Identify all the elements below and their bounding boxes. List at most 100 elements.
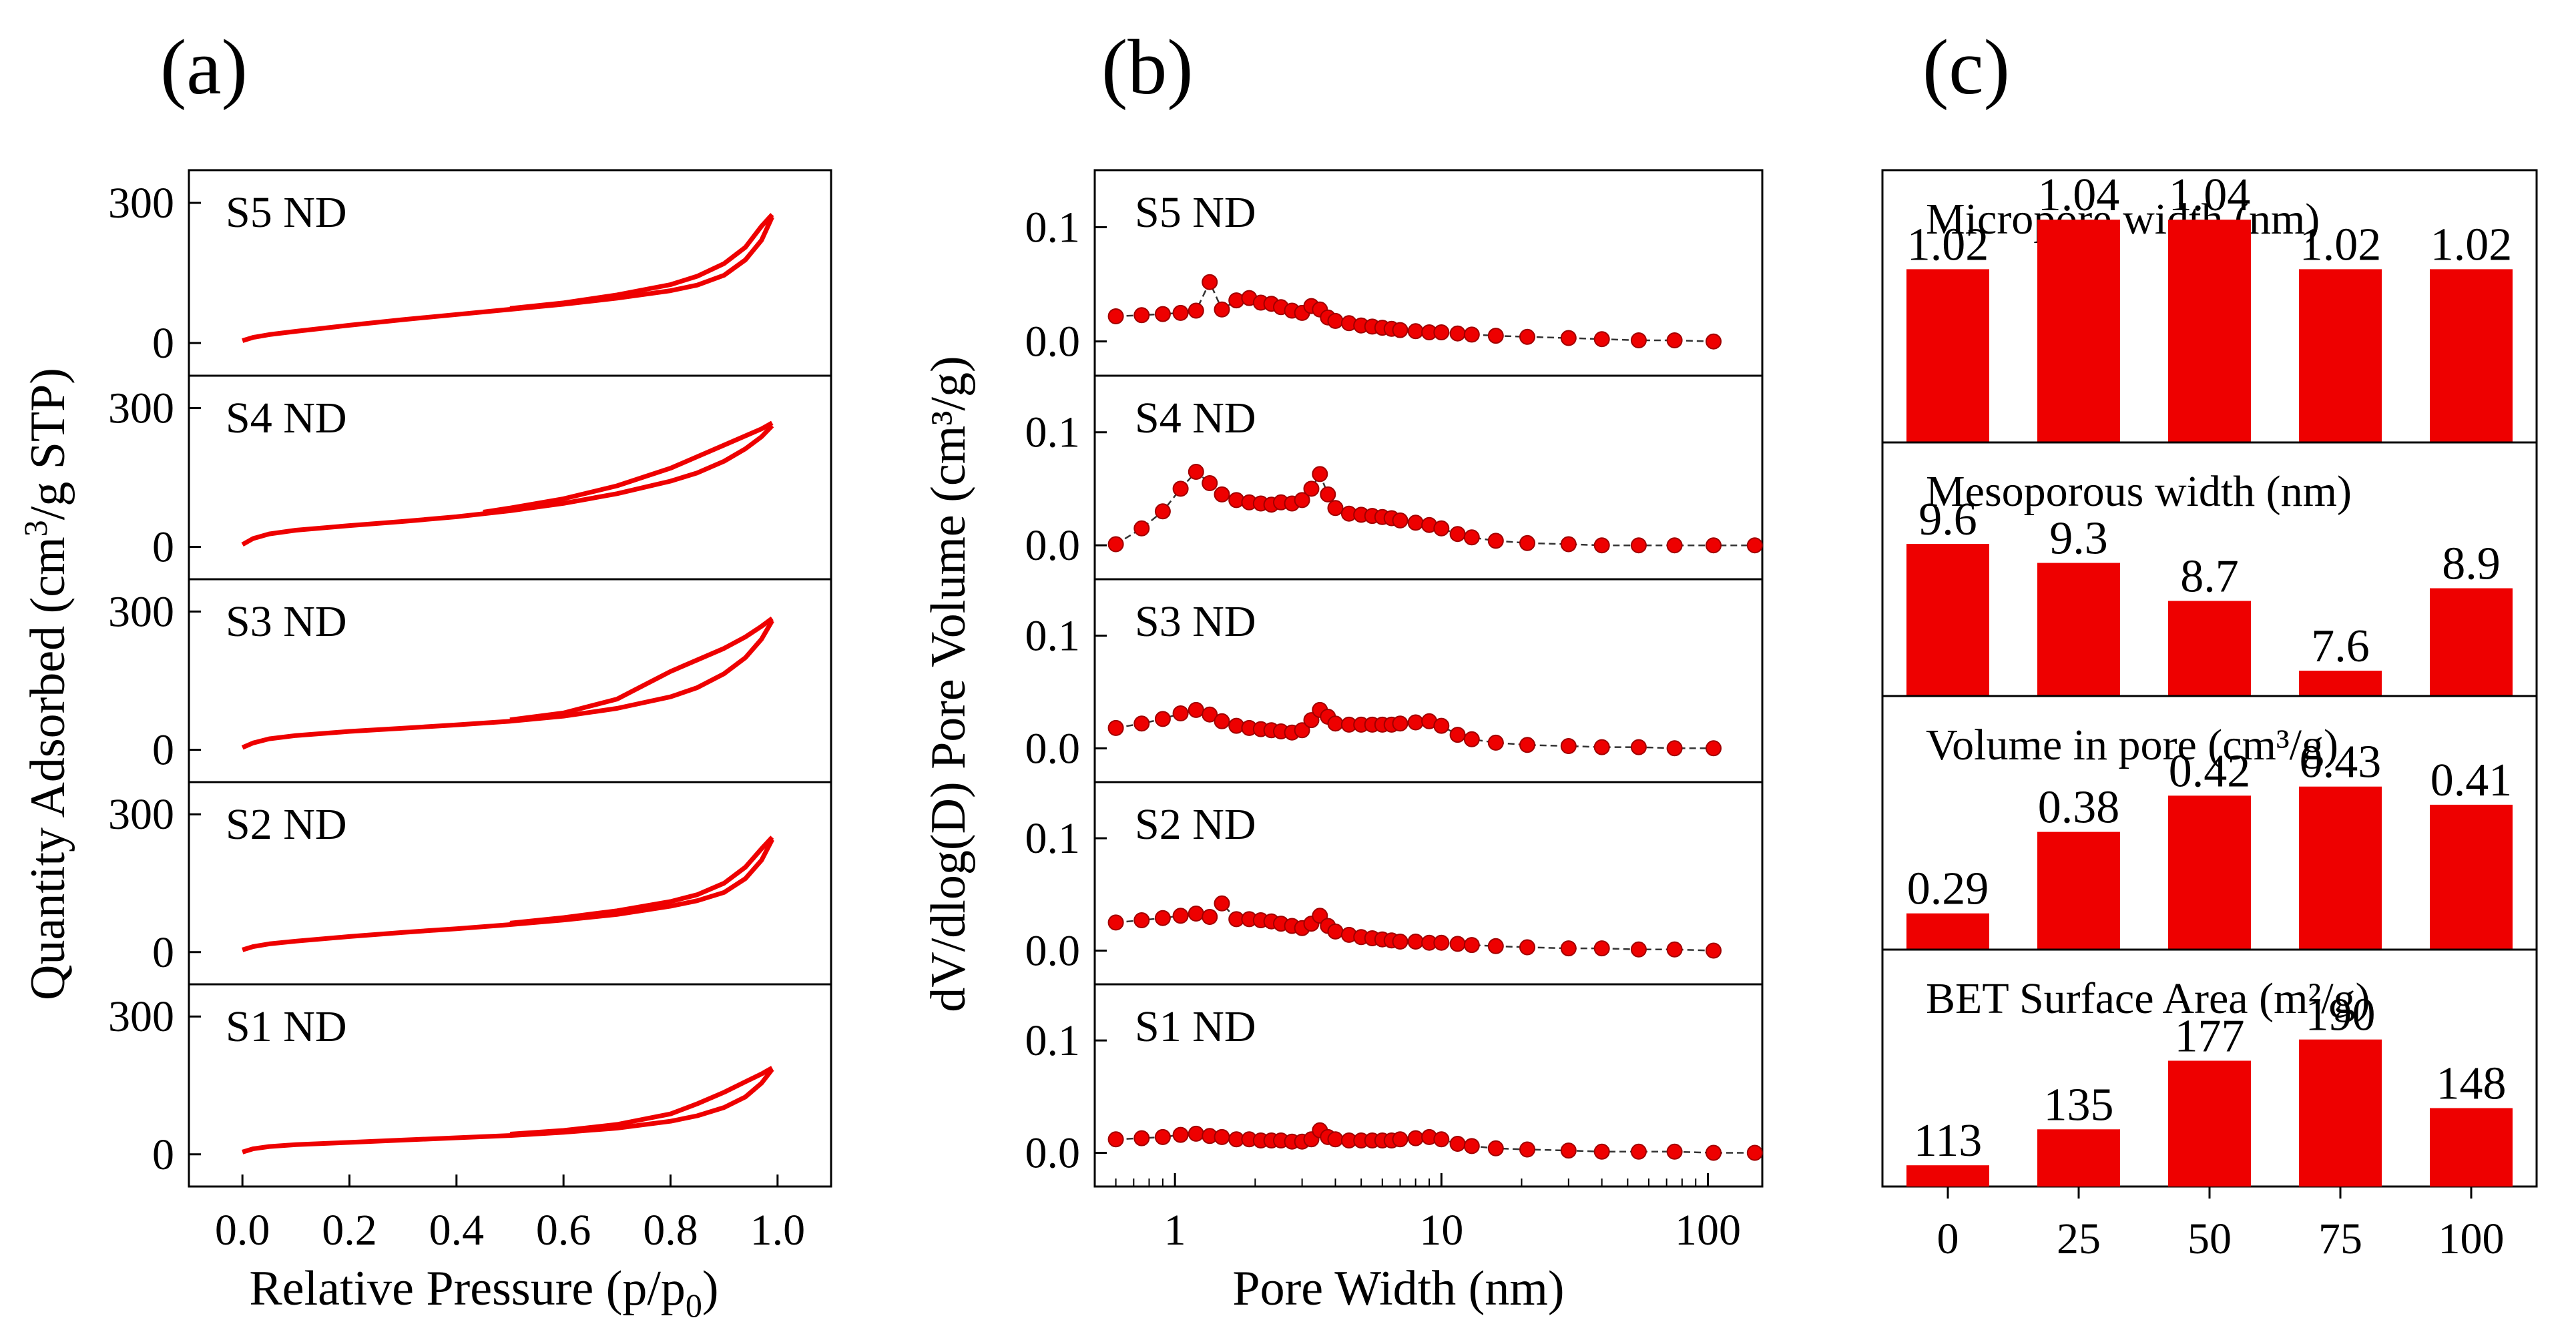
pore-point-2-24 <box>1407 714 1424 731</box>
pore-point-3-4 <box>1188 906 1204 922</box>
pore-point-4-29 <box>1487 1140 1504 1156</box>
panel-a-isotherms: 0 300 S5 ND 0 300 S4 ND 0 300 S3 ND 0 300 S2 ND 0 300… <box>108 169 832 1255</box>
pore-point-2-23 <box>1392 715 1408 732</box>
panel-b-ytick-label: 0.0 <box>1025 927 1081 976</box>
bar-value-label: 113 <box>1914 1115 1982 1166</box>
bar-value-label: 190 <box>2306 990 2376 1041</box>
panel-a-ytick-label: 0 <box>152 523 174 571</box>
pore-point-0-7 <box>1228 292 1245 309</box>
panel-b-pore-distribution: 0.0 0.1 S5 ND 0.0 0.1 S4 ND 0.0 0.1 S3 ND 0.0 0.1 S… <box>1025 169 1764 1255</box>
bar-value-label: 8.9 <box>2442 539 2501 590</box>
pore-point-3-27 <box>1449 936 1466 952</box>
pore-point-2-29 <box>1487 734 1504 751</box>
panel-a-ytick-label: 300 <box>108 790 174 839</box>
bar-3-4 <box>2430 1108 2513 1187</box>
panel-a-xlabel: Relative Pressure (p/p0) <box>249 1261 718 1324</box>
panel-b-ytick-label: 0.1 <box>1025 204 1081 252</box>
pore-point-2-13 <box>1294 722 1310 739</box>
pore-point-2-31 <box>1560 738 1577 754</box>
panel-b-xlabel: Pore Width (nm) <box>1232 1261 1564 1316</box>
pore-point-0-30 <box>1519 328 1535 345</box>
bar-0-0 <box>1906 269 1989 442</box>
panel-b-ytick-label: 0.1 <box>1025 408 1081 457</box>
isotherm-desorption-0 <box>509 213 774 311</box>
panel-b-xtick-label: 1 <box>1164 1206 1186 1255</box>
pore-point-3-23 <box>1392 934 1408 950</box>
panel-a-xtick-label: 0.2 <box>322 1206 377 1255</box>
pore-point-3-29 <box>1487 938 1504 954</box>
bar-value-label: 1.04 <box>2038 170 2120 221</box>
panel-a-sample-label: S2 ND <box>226 800 347 849</box>
bar-2-3 <box>2299 786 2382 950</box>
panel-a-ytick-label: 0 <box>152 1130 174 1179</box>
pore-point-3-34 <box>1666 941 1683 958</box>
pore-point-1-28 <box>1463 529 1480 546</box>
pore-point-1-14 <box>1303 480 1320 497</box>
bar-value-label: 0.29 <box>1907 864 1989 915</box>
panel-b-ylabel: dV/dlog(D) Pore Volume (cm³/g) <box>921 356 976 1012</box>
pore-point-2-28 <box>1463 731 1480 747</box>
bar-0-3 <box>2299 269 2382 442</box>
panel-b-ytick-label: 0.0 <box>1025 521 1081 570</box>
pore-point-1-3 <box>1172 480 1189 497</box>
bar-1-2 <box>2168 601 2251 696</box>
isotherm-adsorption-4 <box>242 1068 774 1154</box>
pore-point-4-23 <box>1392 1131 1408 1148</box>
pore-point-1-4 <box>1188 464 1204 480</box>
bar-value-label: 1.04 <box>2169 170 2251 221</box>
pore-point-3-32 <box>1593 940 1610 957</box>
panel-b-ytick-label: 0.0 <box>1025 1129 1081 1178</box>
pore-point-0-34 <box>1666 332 1683 348</box>
pore-point-3-31 <box>1560 940 1577 957</box>
bar-value-label: 148 <box>2436 1058 2507 1109</box>
panel-c-strip-title: Mesoporous width (nm) <box>1926 467 2352 516</box>
bar-value-label: 0.38 <box>2038 782 2120 833</box>
panel-b-ytick-label: 0.1 <box>1025 611 1081 660</box>
bar-3-0 <box>1906 1165 1989 1187</box>
panel-label-c: (c) <box>1922 23 2010 111</box>
pore-point-3-28 <box>1463 937 1480 954</box>
pore-point-3-33 <box>1630 941 1647 958</box>
bar-value-label: 1.02 <box>2430 219 2513 270</box>
pore-point-0-4 <box>1188 302 1204 319</box>
panel-c-xtick-label: 25 <box>2057 1215 2101 1263</box>
bar-3-2 <box>2168 1060 2251 1187</box>
pore-point-2-32 <box>1593 739 1610 755</box>
panel-a-ylabel: Quantity Adsorbed (cm3/g STP) <box>17 368 75 1000</box>
pore-point-0-0 <box>1107 308 1124 324</box>
pore-point-3-5 <box>1202 909 1218 925</box>
panel-c-xtick-label: 50 <box>2187 1215 2232 1263</box>
pore-point-0-5 <box>1202 274 1218 290</box>
pore-point-2-27 <box>1449 727 1466 743</box>
pore-point-4-1 <box>1133 1130 1150 1146</box>
pore-point-2-26 <box>1433 717 1450 734</box>
isotherm-adsorption-1 <box>241 424 774 547</box>
pore-point-1-27 <box>1449 526 1466 543</box>
pore-point-4-31 <box>1560 1142 1577 1159</box>
panel-a-xtick-label: 0.6 <box>536 1206 591 1255</box>
pore-point-1-15 <box>1312 466 1328 482</box>
bar-1-4 <box>2430 588 2513 696</box>
panel-c-strip-title: Micropore width (nm) <box>1926 195 2320 244</box>
bar-3-1 <box>2037 1129 2120 1187</box>
pore-point-1-17 <box>1327 500 1344 517</box>
pore-point-1-30 <box>1519 535 1535 551</box>
pore-point-1-2 <box>1154 503 1171 520</box>
pore-point-1-26 <box>1433 520 1450 537</box>
panel-b-ytick-label: 0.0 <box>1025 724 1081 773</box>
panel-b-sample-label: S5 ND <box>1135 188 1256 237</box>
pore-point-3-26 <box>1433 934 1450 951</box>
pore-point-1-13 <box>1294 492 1310 509</box>
pore-point-2-4 <box>1188 701 1204 718</box>
panel-a-xtick-label: 0.0 <box>215 1206 270 1255</box>
panel-a-sample-label: S1 ND <box>226 1002 347 1051</box>
panel-b-sample-label: S1 ND <box>1135 1002 1256 1051</box>
panel-a-xtick-label: 1.0 <box>750 1206 806 1255</box>
pore-point-2-30 <box>1519 737 1535 753</box>
pore-point-1-31 <box>1560 536 1577 553</box>
bar-value-label: 177 <box>2175 1010 2245 1062</box>
pore-point-0-32 <box>1593 331 1610 348</box>
pore-point-4-0 <box>1107 1131 1124 1148</box>
pore-point-4-2 <box>1154 1128 1171 1145</box>
